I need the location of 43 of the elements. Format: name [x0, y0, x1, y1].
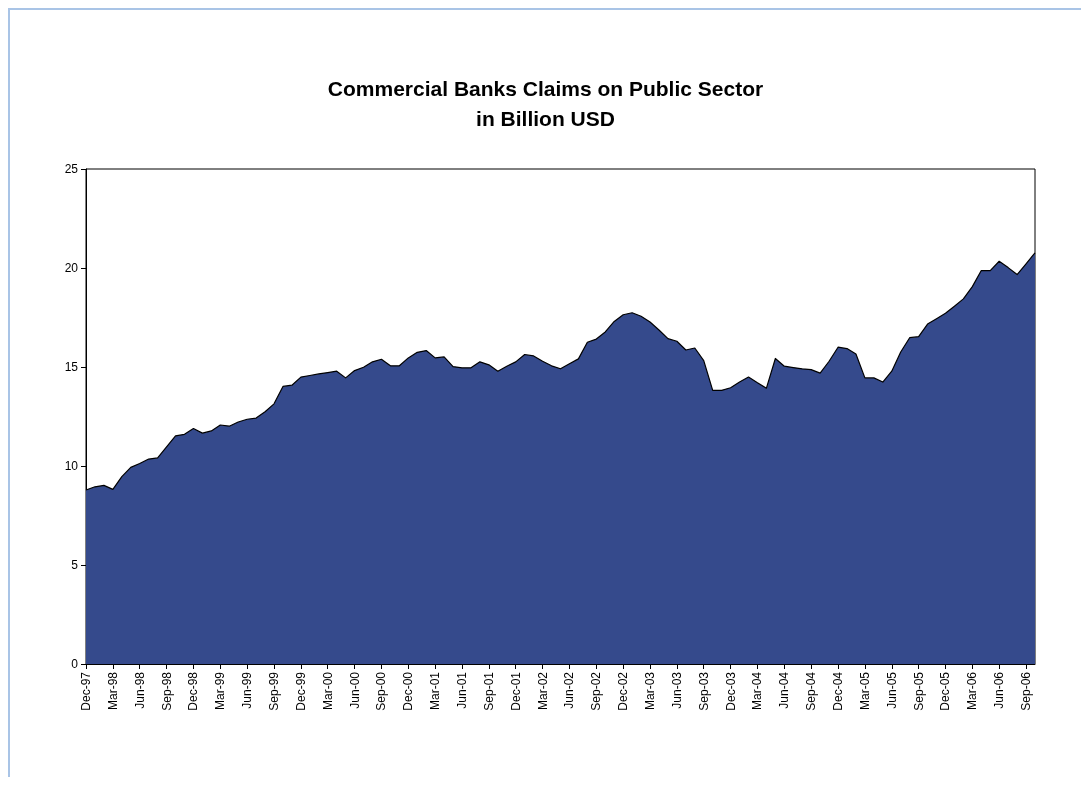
- x-tick-label: Jun-06: [992, 671, 1007, 709]
- x-tick-label: Jun-98: [132, 671, 147, 709]
- x-tick-label: Sep-04: [804, 671, 819, 711]
- x-tick-label: Mar-06: [965, 671, 980, 711]
- x-tick-label: Jun-03: [669, 671, 684, 709]
- x-tick-label: Sep-98: [159, 671, 174, 711]
- x-tick-label: Dec-00: [401, 671, 416, 711]
- x-tick-label: Jun-02: [562, 671, 577, 709]
- x-tick-label: Mar-00: [320, 671, 335, 711]
- x-tick-label: Sep-03: [696, 671, 711, 711]
- y-tick-label: 15: [64, 360, 79, 374]
- x-tick-label: Dec-98: [186, 671, 201, 711]
- x-tick-label: Dec-99: [293, 671, 308, 711]
- x-tick-label: Sep-02: [589, 671, 604, 711]
- x-tick-label: Mar-05: [857, 671, 872, 711]
- y-tick-label: 20: [64, 261, 79, 275]
- y-tick-label: 25: [64, 162, 79, 176]
- x-tick-label: Sep-01: [481, 671, 496, 711]
- x-tick-label: Mar-04: [750, 671, 765, 711]
- x-tick-label: Dec-97: [79, 671, 93, 711]
- x-tick-label: Dec-01: [508, 671, 523, 711]
- x-tick-label: Dec-02: [616, 671, 631, 711]
- chart-title: Commercial Banks Claims on Public Sector in Billion USD: [327, 76, 764, 130]
- x-tick-label: Mar-99: [213, 671, 228, 711]
- y-tick-label: 0: [71, 657, 79, 671]
- x-tick-label: Jun-04: [777, 671, 792, 709]
- x-tick-label: Mar-01: [428, 671, 443, 711]
- x-tick-label: Mar-02: [535, 671, 550, 711]
- x-tick-label: Dec-05: [938, 671, 953, 711]
- y-tick-label: 5: [71, 558, 79, 572]
- x-tick-label: Sep-00: [374, 671, 389, 711]
- x-tick-label: Sep-06: [1019, 671, 1034, 711]
- x-tick-label: Mar-03: [643, 671, 658, 711]
- x-tick-label: Jun-99: [240, 671, 255, 709]
- x-tick-label: Mar-98: [105, 671, 120, 711]
- x-tick-label: Jun-01: [455, 671, 470, 709]
- x-tick-label: Sep-99: [267, 671, 282, 711]
- y-tick-label: 10: [64, 459, 79, 473]
- x-tick-label: Dec-04: [831, 671, 846, 711]
- x-tick-label: Dec-03: [723, 671, 738, 711]
- x-tick-label: Jun-00: [347, 671, 362, 709]
- x-tick-label: Sep-05: [911, 671, 926, 711]
- x-tick-label: Jun-05: [884, 671, 899, 709]
